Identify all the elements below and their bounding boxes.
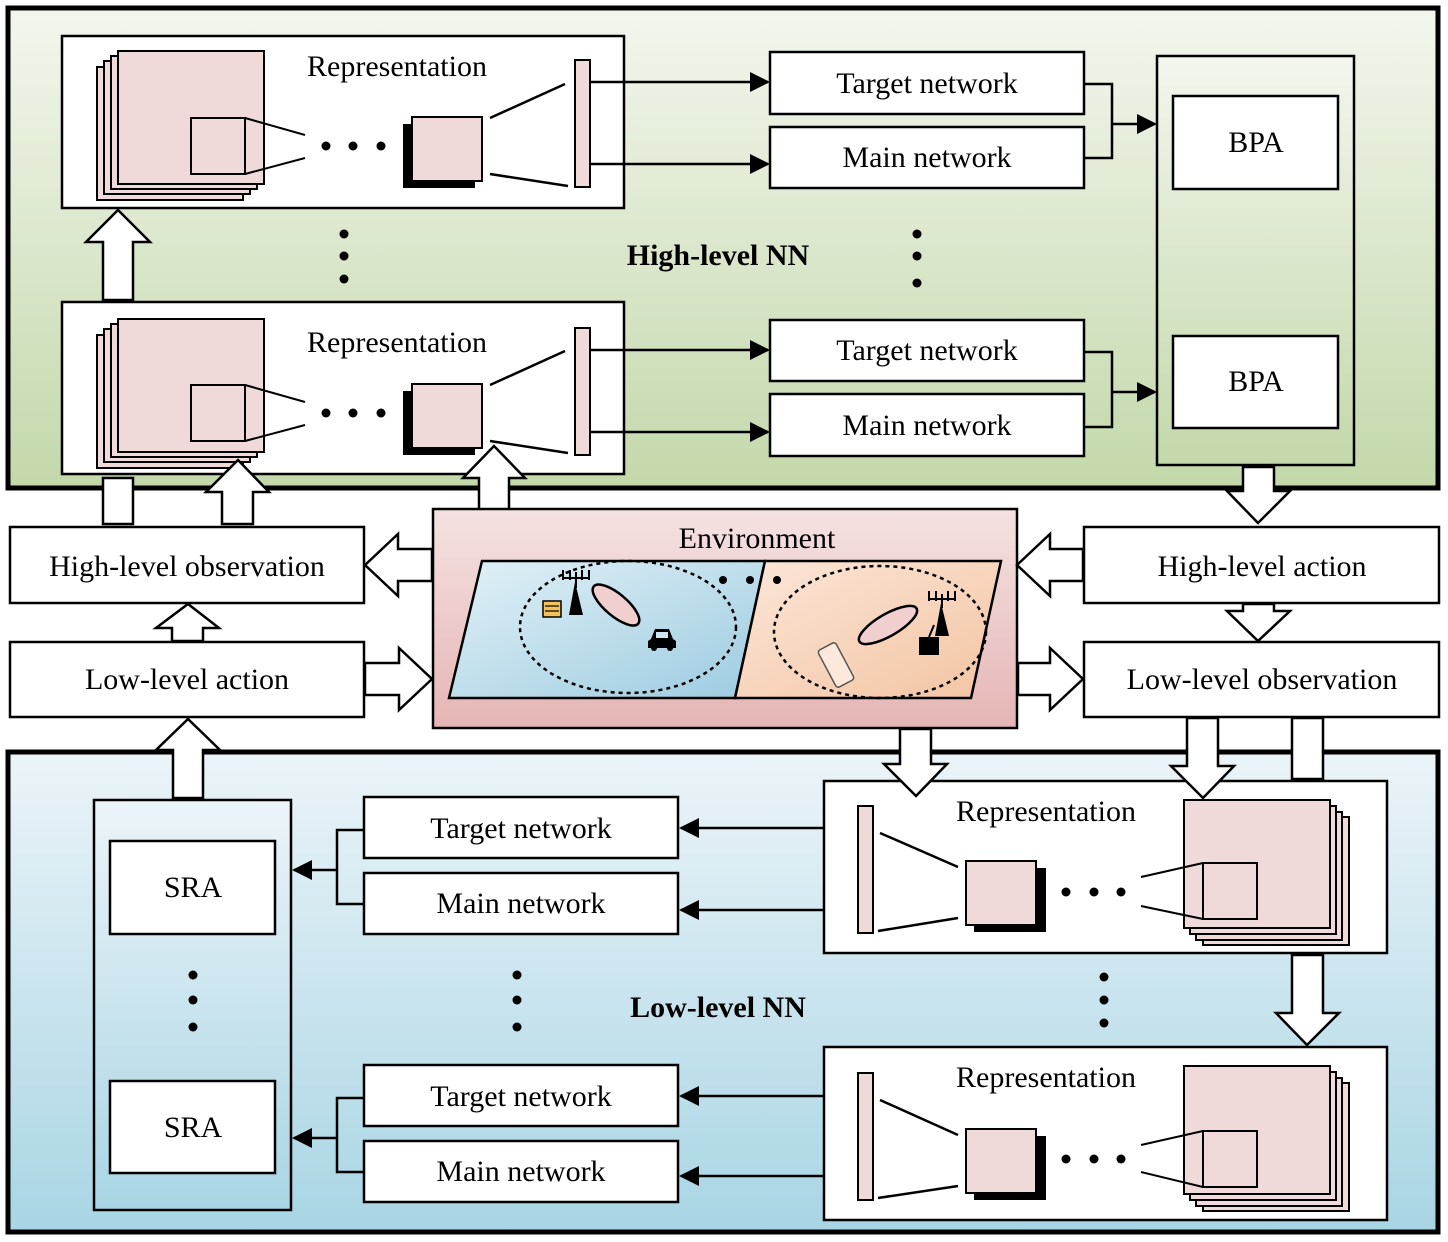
smartphone-icon [817,642,855,688]
low-level-observation-label: Low-level observation [1127,663,1398,696]
antenna-icon [928,591,956,636]
down-hollow-arrow [1167,716,1237,800]
high-target-network-2: Target network [768,318,1086,383]
sra-box-1: SRA [108,839,277,936]
sra-label: SRA [164,1111,223,1144]
high-level-observation-label: High-level observation [49,550,325,583]
down-hollow-arrow [1224,465,1294,525]
high-main-network-1: Main network [768,125,1086,190]
sra-box-2: SRA [108,1079,277,1175]
server-icon [919,624,939,655]
router-icon [542,600,562,618]
representation-label: Representation [956,1061,1136,1094]
low-representation-block-1: Representation [822,779,1389,955]
bpa-label: BPA [1228,365,1284,398]
up-hollow-arrow [202,458,272,526]
target-network-label: Target network [430,1080,611,1113]
target-network-label: Target network [836,334,1017,367]
high-level-action-box: High-level action [1082,525,1441,605]
down-hollow-arrow [1273,953,1343,1047]
representation-label: Representation [956,795,1136,828]
sra-label: SRA [164,871,223,904]
target-network-label: Target network [430,812,611,845]
down-hollow-arrow [1290,716,1325,781]
low-level-action-label: Low-level action [85,663,289,696]
main-network-label: Main network [842,409,1011,442]
bpa-box-2: BPA [1171,334,1340,430]
down-hollow-arrow [1223,602,1294,643]
target-network-label: Target network [836,67,1017,100]
high-target-network-1: Target network [768,50,1086,116]
low-level-action-box: Low-level action [8,640,366,719]
low-level-nn-title: Low-level NN [630,991,806,1024]
high-level-nn-title: High-level NN [627,239,810,272]
down-hollow-arrow [880,727,950,798]
high-level-action-label: High-level action [1157,550,1366,583]
car-icon [648,629,676,651]
up-hollow-arrow [152,602,223,643]
low-target-network-1: Target network [362,795,680,860]
main-network-label: Main network [436,887,605,920]
up-hollow-arrow [82,208,154,302]
left-hollow-arrow [363,531,434,599]
up-hollow-arrow [101,476,135,526]
environment-title: Environment [679,522,836,555]
bpa-box-1: BPA [1171,94,1340,191]
vertical-ellipsis [188,970,1109,1032]
high-main-network-2: Main network [768,392,1086,458]
high-representation-block-1: Representation [60,34,626,210]
antenna-icon [562,570,590,615]
representation-label: Representation [307,50,487,83]
representation-label: Representation [307,326,487,359]
right-hollow-arrow [363,645,434,713]
low-target-network-2: Target network [362,1063,680,1128]
low-representation-block-2: Representation [822,1045,1389,1222]
high-level-observation-box: High-level observation [8,525,366,605]
low-main-network-1: Main network [362,871,680,936]
env-region-left [447,559,767,700]
up-hollow-arrow [152,717,224,800]
right-hollow-arrow [1016,645,1085,713]
low-main-network-2: Main network [362,1139,680,1204]
bpa-label: BPA [1228,126,1284,159]
environment-box: Environment [431,507,1019,730]
high-representation-block-2: Representation [60,300,626,476]
main-network-label: Main network [842,141,1011,174]
low-level-observation-box: Low-level observation [1082,640,1441,719]
main-network-label: Main network [436,1155,605,1188]
left-hollow-arrow [1015,531,1085,599]
